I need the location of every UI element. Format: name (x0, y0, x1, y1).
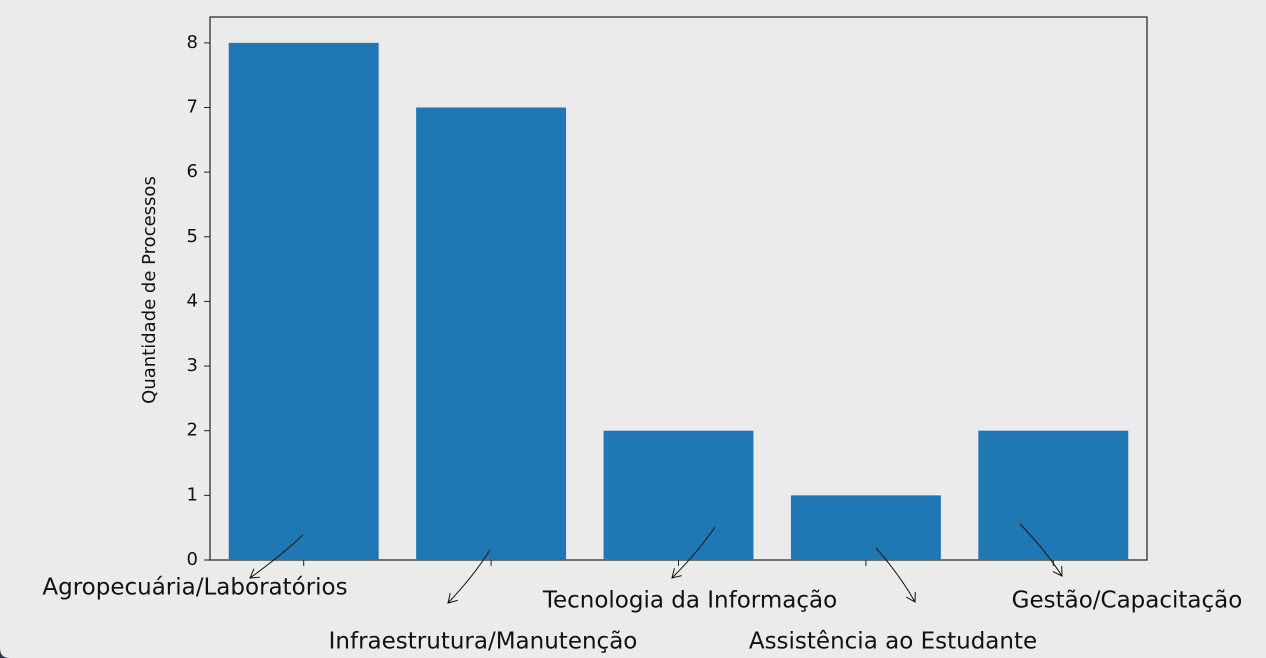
arrow-head (447, 593, 458, 604)
bar (603, 430, 754, 560)
y-tick-label: 7 (187, 97, 198, 118)
y-tick-label: 4 (187, 290, 198, 311)
corner (0, 648, 10, 658)
bar (978, 430, 1129, 560)
arrow-head (906, 591, 916, 603)
arrow (1019, 523, 1063, 577)
y-tick-label: 5 (187, 226, 198, 247)
arrow (671, 526, 716, 579)
arrow (447, 549, 491, 604)
arrow-head (671, 568, 682, 579)
bar (228, 42, 379, 561)
arrow (249, 534, 304, 579)
x-tick-label: Infraestrutura/Manutenção (329, 629, 638, 655)
y-tick-label: 1 (187, 484, 198, 505)
bar (790, 495, 941, 560)
x-tick-label: Assistência ao Estudante (749, 629, 1037, 655)
x-tick-label: Agropecuária/Laboratórios (42, 575, 347, 601)
y-tick-label: 2 (187, 420, 198, 441)
arrow (875, 547, 916, 603)
y-tick-label: 8 (187, 32, 198, 53)
y-tick-label: 6 (187, 161, 198, 182)
bar (416, 107, 567, 560)
arrow-head (1052, 565, 1063, 577)
y-axis-label: Quantidade de Processos (139, 176, 160, 404)
x-tick-label: Gestão/Capacitação (1012, 588, 1243, 614)
y-tick-label: 3 (187, 355, 198, 376)
x-tick-label: Tecnologia da Informação (542, 588, 837, 614)
arrow-head (249, 568, 261, 579)
y-tick-label: 0 (187, 549, 198, 570)
